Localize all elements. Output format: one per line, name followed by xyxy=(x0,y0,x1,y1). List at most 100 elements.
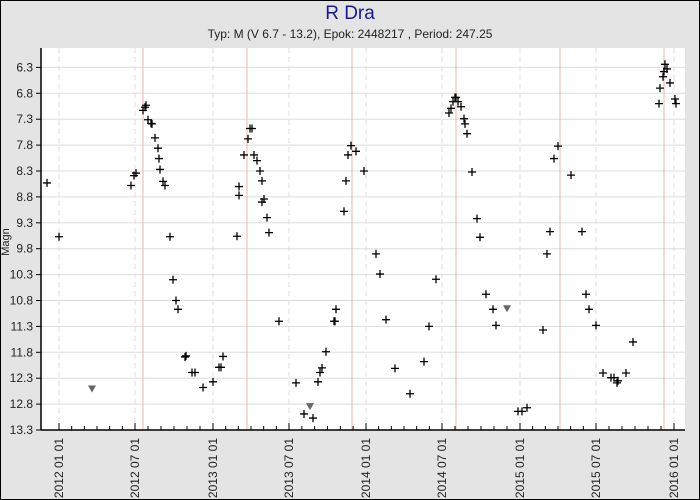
observation-plus-marker xyxy=(233,232,241,241)
observation-plus-marker xyxy=(172,296,180,305)
observation-plus-marker xyxy=(567,171,575,180)
observation-plus-marker xyxy=(599,369,607,378)
observation-plus-marker xyxy=(614,376,622,385)
observation-plus-marker xyxy=(43,178,51,187)
observation-plus-marker xyxy=(314,377,322,386)
x-tick-label: 2013 07 01 xyxy=(282,438,296,498)
observation-plus-marker xyxy=(132,169,140,178)
observation-plus-marker xyxy=(523,403,531,412)
observation-plus-marker xyxy=(360,167,368,175)
observation-plus-marker xyxy=(181,352,189,361)
observation-plus-marker xyxy=(492,321,500,330)
x-tick-label: 2013 01 01 xyxy=(206,438,220,498)
y-tick-label: 9.3 xyxy=(16,216,33,230)
observation-plus-marker xyxy=(148,119,156,128)
observation-plus-marker xyxy=(155,154,163,163)
observation-plus-marker xyxy=(331,317,339,326)
y-tick-label: 13.3 xyxy=(10,423,34,437)
fainter-than-triangle-marker xyxy=(88,385,96,393)
observation-plus-marker xyxy=(55,232,63,241)
observation-plus-marker xyxy=(309,414,317,423)
observation-plus-marker xyxy=(406,389,414,398)
observation-plus-marker xyxy=(457,102,465,111)
observation-plus-marker xyxy=(622,369,630,378)
observation-plus-marker xyxy=(322,347,330,356)
x-tick-label: 2016 01 01 xyxy=(667,438,681,498)
observation-plus-marker xyxy=(260,194,268,203)
y-tick-label: 7.8 xyxy=(16,138,33,152)
fainter-than-triangle-marker xyxy=(503,305,511,313)
observation-plus-marker xyxy=(539,326,547,335)
observation-plus-marker xyxy=(447,104,455,113)
observation-plus-marker xyxy=(169,275,177,284)
observation-plus-marker xyxy=(182,351,190,360)
observation-plus-marker xyxy=(460,114,468,123)
observation-plus-marker xyxy=(656,84,664,93)
observation-plus-marker xyxy=(235,191,243,200)
observation-plus-marker xyxy=(127,181,135,190)
observation-plus-marker xyxy=(473,214,481,223)
observation-plus-marker xyxy=(199,383,207,392)
y-tick-label: 7.3 xyxy=(16,112,33,126)
observation-plus-marker xyxy=(550,154,558,163)
observation-plus-marker xyxy=(376,270,384,279)
observation-plus-marker xyxy=(240,150,248,159)
observation-plus-marker xyxy=(344,150,352,159)
observation-plus-marker xyxy=(454,97,462,106)
observation-plus-marker xyxy=(219,352,227,361)
observation-plus-marker xyxy=(235,182,243,191)
observation-plus-marker xyxy=(468,168,476,177)
observation-plus-marker xyxy=(300,409,308,418)
observation-plus-marker xyxy=(372,249,380,258)
observation-plus-marker xyxy=(352,147,360,156)
observation-plus-marker xyxy=(191,368,199,377)
observation-plus-marker xyxy=(461,119,469,128)
observation-plus-marker xyxy=(585,305,593,314)
observation-plus-marker xyxy=(425,322,433,331)
observation-plus-marker xyxy=(250,150,258,159)
y-tick-label: 6.8 xyxy=(16,86,33,100)
observation-plus-marker xyxy=(166,232,174,241)
y-tick-label: 12.8 xyxy=(10,397,34,411)
observation-plus-marker xyxy=(391,364,399,373)
observation-plus-marker xyxy=(489,305,497,314)
observation-plus-marker xyxy=(663,64,671,73)
observation-plus-marker xyxy=(452,93,460,102)
observation-plus-marker xyxy=(248,124,256,133)
observation-plus-marker xyxy=(159,177,167,186)
observation-plus-marker xyxy=(482,290,490,299)
observation-plus-marker xyxy=(142,101,150,110)
observation-plus-marker xyxy=(382,315,390,324)
observation-plus-marker xyxy=(420,357,428,366)
x-tick-label: 2015 01 01 xyxy=(513,438,527,498)
y-tick-label: 12.3 xyxy=(10,371,34,385)
x-tick-label: 2012 07 01 xyxy=(128,438,142,498)
observation-plus-marker xyxy=(275,317,283,326)
x-tick-label: 2015 07 01 xyxy=(589,438,603,498)
chart-title: R Dra xyxy=(325,3,375,24)
observation-plus-marker xyxy=(174,305,182,314)
observation-plus-marker xyxy=(518,407,526,416)
observation-plus-marker xyxy=(629,337,637,346)
observation-plus-marker xyxy=(156,165,164,174)
observation-plus-marker xyxy=(592,321,600,330)
y-tick-label: 8.3 xyxy=(16,164,33,178)
observation-plus-marker xyxy=(318,363,326,372)
observation-plus-marker xyxy=(445,108,453,117)
observation-plus-marker xyxy=(209,377,217,386)
observation-plus-marker xyxy=(244,134,252,143)
observation-plus-marker xyxy=(256,167,264,175)
x-tick-label: 2014 07 01 xyxy=(435,438,449,498)
observation-plus-marker xyxy=(543,249,551,258)
observation-plus-marker xyxy=(554,142,562,151)
observation-plus-marker xyxy=(263,213,271,222)
fainter-than-triangle-marker xyxy=(306,403,314,411)
x-tick-label: 2014 01 01 xyxy=(359,438,373,498)
observation-plus-marker xyxy=(151,133,159,142)
observation-plus-marker xyxy=(661,60,669,69)
observation-plus-marker xyxy=(332,305,340,314)
observation-plus-marker xyxy=(672,99,680,108)
observation-plus-marker xyxy=(217,363,225,372)
observation-plus-marker xyxy=(655,99,663,108)
